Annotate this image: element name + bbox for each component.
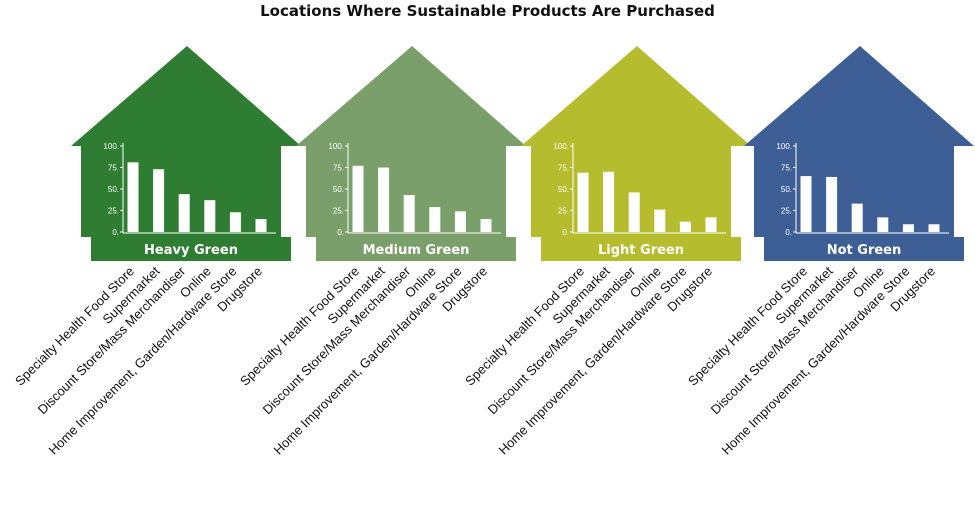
y-tick-label: 100.	[776, 142, 792, 151]
y-tick-label: 25.	[781, 207, 792, 216]
y-tick-label: 100.	[553, 142, 569, 151]
y-tick-label: 0.	[785, 228, 792, 237]
y-tick-label: 75.	[781, 164, 792, 173]
group-label: Not Green	[827, 243, 902, 258]
group-label: Heavy Green	[144, 243, 238, 258]
bar	[654, 209, 666, 232]
y-tick-label: 100.	[328, 142, 344, 151]
bar	[577, 172, 589, 232]
y-tick-label: 0.	[337, 228, 344, 237]
bar	[603, 171, 615, 232]
y-tick-label: 100.	[103, 142, 119, 151]
y-tick-label: 75.	[333, 164, 344, 173]
bar	[679, 221, 691, 232]
bar	[902, 224, 914, 232]
bar	[378, 167, 390, 232]
bar	[153, 169, 165, 232]
bar	[429, 207, 441, 232]
bar	[229, 212, 241, 232]
bar	[454, 211, 466, 232]
bar	[127, 162, 139, 232]
y-tick-label: 25.	[333, 207, 344, 216]
bar	[628, 192, 640, 232]
y-tick-label: 75.	[108, 164, 119, 173]
y-tick-label: 50.	[781, 185, 792, 194]
y-tick-label: 0.	[112, 228, 119, 237]
bar	[826, 176, 838, 232]
bar	[800, 176, 812, 232]
bar	[851, 203, 863, 232]
chart-title: Locations Where Sustainable Products Are…	[260, 2, 715, 20]
bar	[705, 217, 717, 232]
y-tick-label: 75.	[558, 164, 569, 173]
bar	[178, 194, 190, 232]
y-tick-label: 50.	[558, 185, 569, 194]
group-label: Medium Green	[363, 243, 470, 258]
y-tick-label: 0.	[562, 228, 569, 237]
y-tick-label: 50.	[108, 185, 119, 194]
bar	[255, 219, 267, 232]
y-tick-label: 25.	[108, 207, 119, 216]
bar	[928, 224, 940, 232]
group-label: Light Green	[598, 243, 684, 258]
y-tick-label: 50.	[333, 185, 344, 194]
bar	[352, 165, 364, 232]
bar	[877, 217, 889, 232]
bar	[480, 219, 492, 232]
bar	[403, 195, 415, 232]
bar	[204, 200, 216, 232]
y-tick-label: 25.	[558, 207, 569, 216]
